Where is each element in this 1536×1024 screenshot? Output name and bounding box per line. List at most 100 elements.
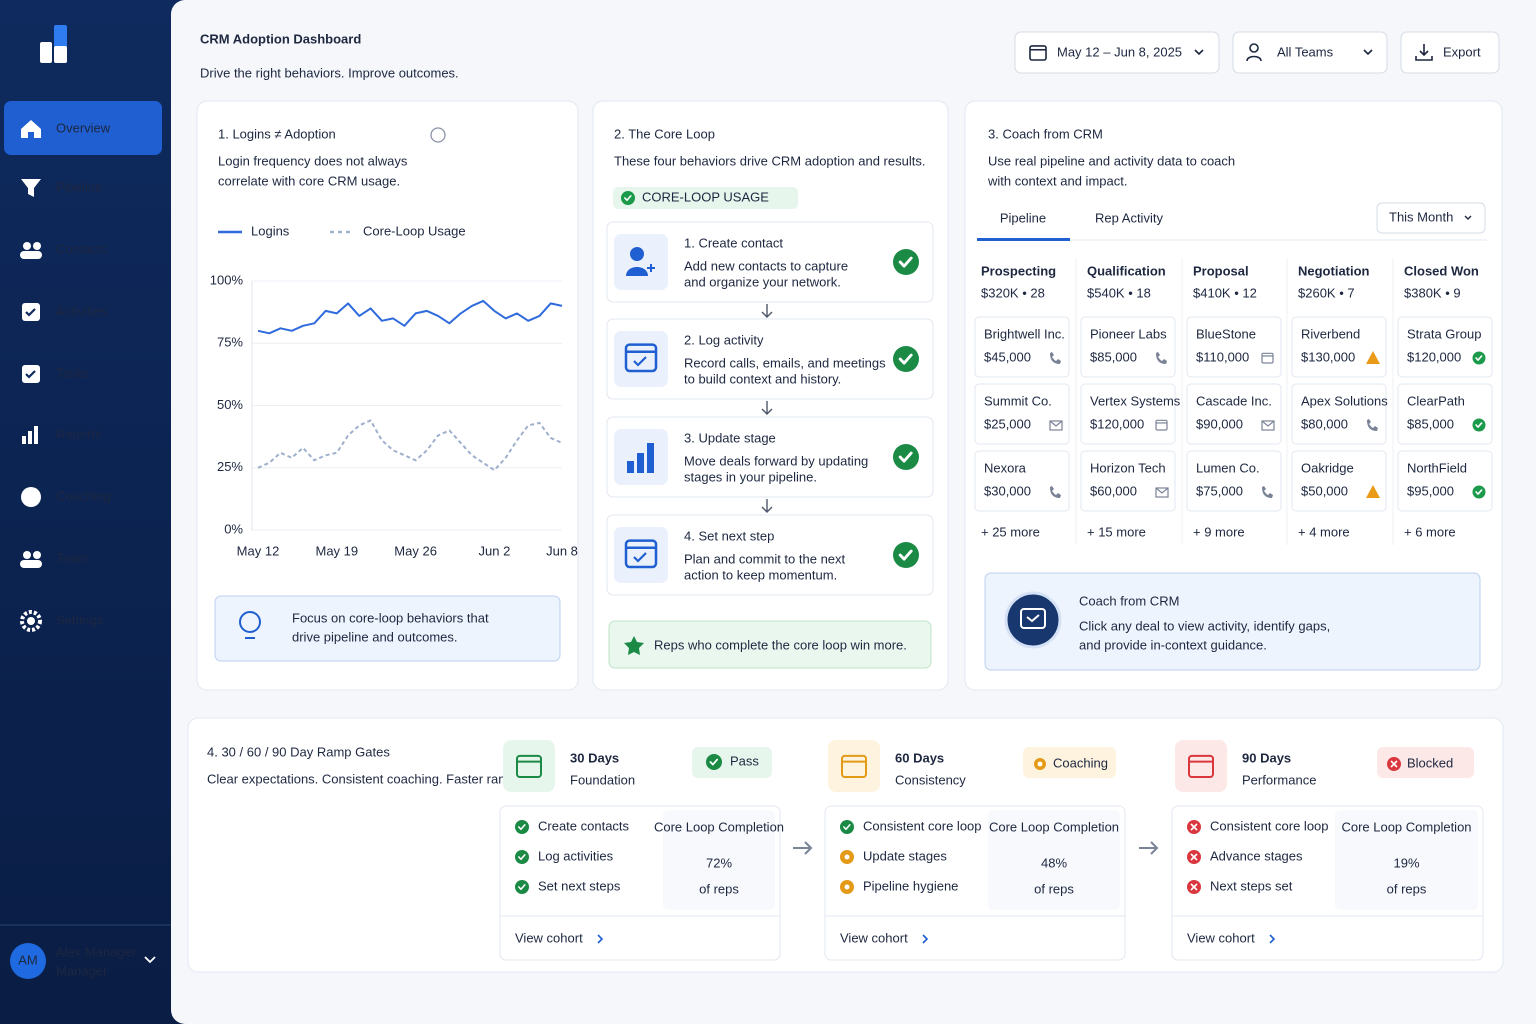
mail-icon — [1049, 420, 1063, 431]
legend-label: Core-Loop Usage — [363, 223, 466, 238]
card — [196, 100, 579, 691]
team-filter-label[interactable]: All Teams — [1277, 44, 1334, 59]
deal-name[interactable]: NorthField — [1407, 460, 1467, 475]
deal-card[interactable] — [974, 450, 1070, 512]
phone-icon — [1050, 486, 1061, 498]
export-label[interactable]: Export — [1443, 44, 1481, 59]
calendar-icon — [624, 539, 658, 569]
deal-name[interactable]: Cascade Inc. — [1196, 393, 1272, 408]
gate-item: Pipeline hygiene — [863, 878, 958, 893]
deal-card[interactable] — [1291, 383, 1387, 445]
deal-name[interactable]: Oakridge — [1301, 460, 1354, 475]
nav-item[interactable]: Team — [56, 550, 88, 565]
nav-item[interactable]: Settings — [56, 612, 103, 627]
nav-item[interactable]: Activities — [56, 303, 108, 318]
deal-card[interactable] — [1291, 316, 1387, 378]
deal-name[interactable]: Lumen Co. — [1196, 460, 1260, 475]
deal-card[interactable] — [1186, 383, 1282, 445]
y-tick-label: 50% — [217, 397, 243, 412]
nav-check — [25, 308, 36, 317]
user-name: Alex Manager — [56, 944, 137, 959]
deal-name[interactable]: Pioneer Labs — [1090, 326, 1167, 341]
avatar-initials: AM — [18, 952, 38, 967]
gate-item: Update stages — [863, 848, 947, 863]
deal-card[interactable] — [1080, 450, 1176, 512]
callout — [214, 595, 561, 662]
period-label[interactable]: This Month — [1389, 209, 1453, 224]
step-icon-bg — [614, 234, 668, 290]
date-filter[interactable] — [1014, 31, 1220, 74]
deal-card[interactable] — [1397, 450, 1493, 512]
deal-name[interactable]: Riverbend — [1301, 326, 1360, 341]
period-filter[interactable] — [1376, 202, 1486, 234]
deal-amount: $60,000 — [1090, 483, 1137, 498]
deal-card[interactable] — [1080, 316, 1176, 378]
step-title: 4. Set next step — [684, 528, 774, 543]
nav-item[interactable]: Coaching — [56, 488, 111, 503]
deal-amount: $90,000 — [1196, 416, 1243, 431]
team-filter[interactable] — [1232, 31, 1388, 74]
nav-item[interactable]: Pipeline — [56, 179, 102, 194]
export-button[interactable] — [1400, 31, 1500, 74]
more-link[interactable]: + 25 more — [981, 524, 1040, 539]
deal-name[interactable]: ClearPath — [1407, 393, 1465, 408]
tab[interactable]: Rep Activity — [1095, 210, 1163, 225]
metric-box — [663, 810, 775, 910]
view-cohort-link[interactable]: View cohort — [840, 930, 908, 945]
gate-days: 30 Days — [570, 750, 619, 765]
nav-item[interactable]: Overview — [56, 120, 111, 135]
coach-icon — [1020, 608, 1046, 629]
check-mark — [898, 549, 913, 561]
check-mark — [1475, 489, 1483, 495]
calendar-icon — [1261, 352, 1274, 364]
status-x — [1390, 760, 1398, 768]
deal-name[interactable]: BlueStone — [1196, 326, 1256, 341]
view-cohort-link[interactable]: View cohort — [1187, 930, 1255, 945]
stage-name: Closed Won — [1404, 263, 1479, 278]
more-link[interactable]: + 4 more — [1298, 524, 1350, 539]
deal-card[interactable] — [974, 316, 1070, 378]
gate-item: Consistent core loop — [863, 818, 982, 833]
mail-icon — [1049, 420, 1063, 427]
step-title: 2. Log activity — [684, 332, 764, 347]
metric-sub: of reps — [699, 881, 739, 896]
step-icon — [626, 267, 648, 276]
nav-item[interactable]: Contacts — [56, 241, 108, 256]
gate-label: Performance — [1242, 772, 1316, 787]
deal-name[interactable]: Brightwell Inc. — [984, 326, 1065, 341]
deal-card[interactable] — [974, 383, 1070, 445]
check-mark — [709, 758, 719, 766]
deal-name[interactable]: Nexora — [984, 460, 1027, 475]
metric-value: 48% — [1041, 855, 1067, 870]
deal-name[interactable]: Strata Group — [1407, 326, 1481, 341]
more-link[interactable]: + 6 more — [1404, 524, 1456, 539]
deal-name[interactable]: Apex Solutions — [1301, 393, 1388, 408]
stage-name: Negotiation — [1298, 263, 1370, 278]
callout-text: Focus on core-loop behaviors that — [292, 610, 489, 625]
more-link[interactable]: + 15 more — [1087, 524, 1146, 539]
calendar-icon — [624, 343, 658, 373]
tab[interactable]: Pipeline — [1000, 210, 1046, 225]
view-cohort-link[interactable]: View cohort — [515, 930, 583, 945]
chevron — [1464, 215, 1472, 220]
step-description: action to keep momentum. — [684, 567, 837, 582]
date-range[interactable]: May 12 – Jun 8, 2025 — [1057, 44, 1182, 59]
status-badge — [1023, 747, 1116, 778]
nav-item[interactable]: Reports — [56, 426, 102, 441]
nav-icon — [21, 487, 41, 507]
deal-name[interactable]: Horizon Tech — [1090, 460, 1166, 475]
deal-card[interactable] — [1186, 450, 1282, 512]
chevron[interactable] — [144, 956, 156, 964]
deal-amount: $85,000 — [1090, 349, 1137, 364]
deal-card[interactable] — [1080, 383, 1176, 445]
deal-name[interactable]: Vertex Systems — [1090, 393, 1181, 408]
deal-card[interactable] — [1397, 383, 1493, 445]
deal-card[interactable] — [1291, 450, 1387, 512]
more-link[interactable]: + 9 more — [1193, 524, 1245, 539]
deal-card[interactable] — [1186, 316, 1282, 378]
callout-title: Coach from CRM — [1079, 593, 1179, 608]
nav-item[interactable]: Tasks — [56, 365, 90, 380]
deal-name[interactable]: Summit Co. — [984, 393, 1052, 408]
stage-summary: $380K • 9 — [1404, 285, 1461, 300]
deal-card[interactable] — [1397, 316, 1493, 378]
